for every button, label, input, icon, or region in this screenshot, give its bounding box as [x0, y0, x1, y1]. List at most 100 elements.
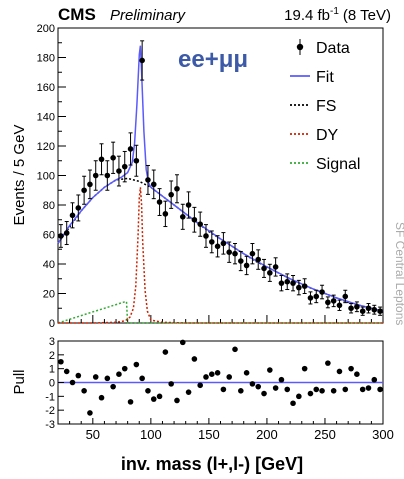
main-y-tick-label: 80 [43, 200, 55, 212]
data-point [214, 235, 221, 258]
pull-points [58, 339, 383, 416]
pull-marker [87, 410, 93, 416]
data-point [75, 194, 82, 222]
data-point [278, 275, 285, 292]
pull-marker [110, 383, 116, 390]
data-marker [232, 250, 238, 257]
legend-item-fit: Fit [290, 69, 334, 86]
x-tick-label: 100 [140, 427, 162, 442]
data-marker [359, 308, 366, 315]
data-point [290, 275, 296, 292]
data-marker [104, 172, 111, 179]
x-tick-label: 300 [372, 427, 394, 442]
data-point [301, 278, 308, 294]
pull-marker [296, 393, 302, 400]
main-y-tick-label: 60 [43, 230, 55, 242]
data-marker [92, 172, 99, 179]
data-marker [87, 181, 93, 188]
pull-marker [81, 388, 87, 394]
data-point [365, 303, 372, 314]
pull-marker [150, 396, 157, 402]
data-point [226, 241, 233, 263]
pull-marker [121, 365, 128, 372]
fs-curve [57, 177, 384, 312]
pull-marker [226, 374, 233, 380]
pull-marker [220, 386, 227, 393]
data-point [238, 250, 244, 272]
data-point [191, 206, 198, 233]
pull-marker [290, 400, 296, 407]
data-point [284, 273, 291, 291]
pull-marker [98, 394, 105, 401]
data-point [145, 164, 151, 195]
data-point [127, 132, 134, 166]
pull-y-tick-label: -2 [45, 405, 55, 417]
pull-marker [185, 389, 192, 395]
pull-y-tick-label: -3 [45, 419, 55, 431]
legend-item-data: Data [296, 39, 350, 57]
pull-marker [272, 385, 279, 391]
data-point [336, 299, 343, 311]
data-point [325, 296, 331, 309]
pull-marker [365, 385, 372, 391]
data-marker [319, 289, 325, 295]
data-point [156, 188, 163, 216]
data-marker [179, 214, 186, 220]
data-point [330, 294, 337, 308]
legend-item-signal: Signal [290, 156, 360, 173]
data-point [168, 180, 174, 209]
pull-marker [232, 346, 238, 353]
data-point [203, 224, 209, 248]
data-point [197, 211, 203, 237]
signal-curve [57, 300, 383, 324]
pull-marker [168, 381, 174, 387]
pull-marker [319, 388, 325, 394]
luminosity-value: 19.4 fb [284, 7, 330, 24]
pull-marker [307, 390, 314, 397]
side-label: SF Central Leptons [393, 222, 404, 325]
legend-label: Data [316, 40, 350, 57]
main-y-tick-label: 100 [37, 171, 55, 183]
data-marker [185, 202, 192, 208]
data-marker [243, 262, 250, 269]
data-point [116, 155, 122, 187]
data-marker [220, 240, 227, 247]
main-y-tick-label: 0 [49, 318, 55, 330]
data-marker [214, 243, 221, 250]
pull-marker [249, 381, 256, 387]
data-marker [69, 212, 76, 219]
data-marker [296, 284, 302, 291]
legend: Data Fit FS DY Signal [290, 39, 360, 173]
data-point [81, 175, 87, 205]
pull-y-tick-label: 0 [49, 378, 55, 390]
data-point [63, 221, 70, 246]
data-point [121, 150, 128, 183]
pull-marker [162, 349, 169, 355]
legend-item-dy: DY [290, 127, 339, 144]
data-marker [371, 306, 378, 313]
channel-label: ee+μμ [178, 46, 248, 73]
status-label: Preliminary [110, 7, 187, 24]
energy-value: (8 TeV) [343, 7, 391, 24]
data-marker [162, 211, 169, 217]
data-point [110, 141, 116, 174]
data-marker [116, 168, 122, 174]
pull-marker [284, 386, 291, 393]
pull-y-tick-label: 1 [49, 364, 55, 376]
data-point [133, 144, 140, 177]
main-y-tick-label: 160 [37, 82, 55, 94]
data-marker [156, 199, 163, 205]
pull-marker [313, 386, 320, 393]
pull-y-tick-label: -1 [45, 391, 55, 403]
data-marker [226, 249, 233, 255]
data-point [255, 249, 262, 270]
fit-curve [57, 45, 384, 312]
data-marker [203, 233, 209, 239]
data-marker [145, 177, 151, 183]
pull-y-tick-label: 3 [49, 336, 55, 348]
main-y-axis-title: Events / 5 GeV [11, 125, 28, 226]
pull-marker [348, 365, 354, 372]
data-marker [336, 302, 343, 309]
data-point [58, 224, 64, 248]
